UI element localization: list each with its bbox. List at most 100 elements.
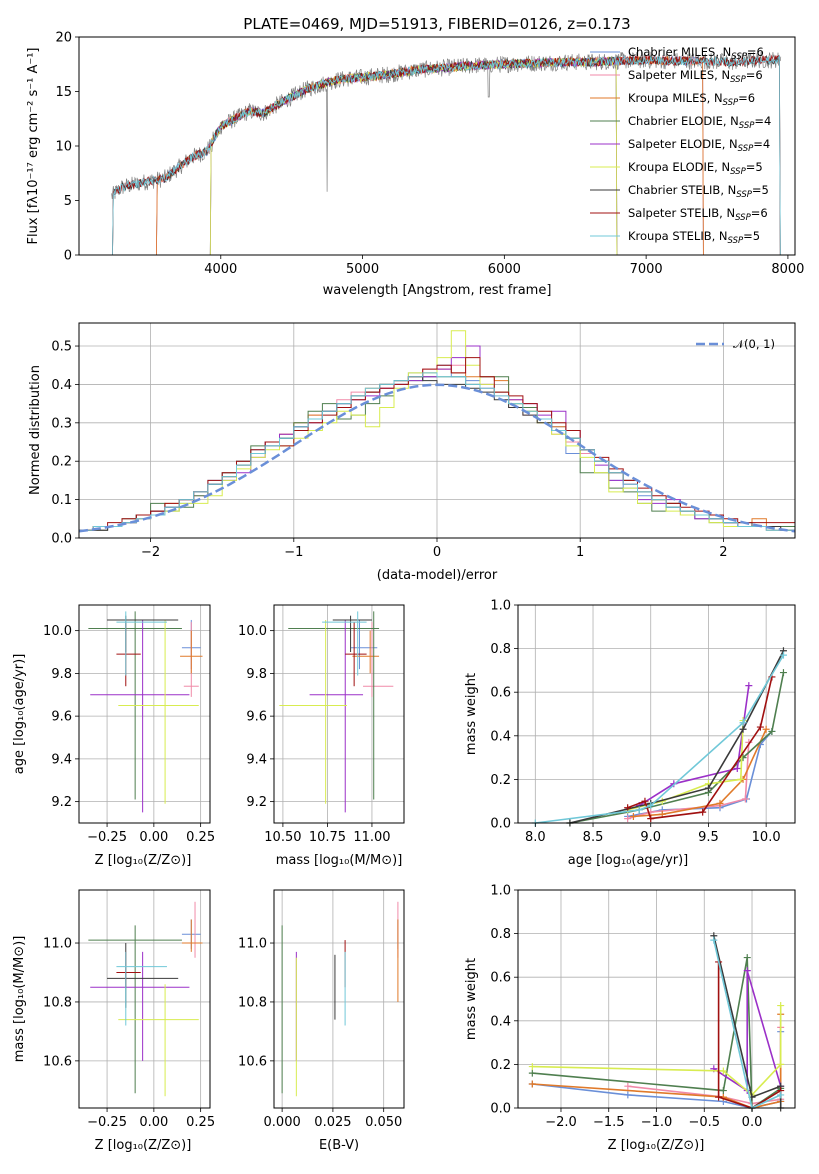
weight_vs_Z-marker-chabrier-elodie xyxy=(743,954,751,962)
age_vs_Z-ytick-label: 9.8 xyxy=(51,667,72,682)
mass-weight-vs-age-xlabel: age [log₁₀(age/yr)] xyxy=(568,853,689,868)
residuals-xtick-label: 1 xyxy=(576,545,584,560)
mass-vs-reddening-errorbars xyxy=(281,901,399,1097)
weight_vs_age-ytick-label: 0.8 xyxy=(490,642,511,657)
weight_vs_age-marker-salpeter-elodie xyxy=(745,682,753,690)
age-vs-metallicity-xlabel: Z [log₁₀(Z/Z⊙)] xyxy=(95,853,192,868)
weight_vs_Z-ytick-label: 0.0 xyxy=(490,1102,511,1117)
model-spectrum-kroupa-stelib xyxy=(111,54,781,256)
weight_vs_Z-ytick-label: 1.0 xyxy=(490,884,511,899)
age_vs_Z-xtick-label: 0.00 xyxy=(139,830,168,845)
residuals-xtick-label: −2 xyxy=(141,545,160,560)
normal-legend-label: 𝒩(0, 1) xyxy=(733,337,775,351)
mass-weight-vs-age-ylabel: mass weight xyxy=(464,673,479,755)
weight_vs_Z-ytick-label: 0.4 xyxy=(490,1014,511,1029)
weight_vs_age-marker-chabrier-elodie xyxy=(779,669,787,677)
weight_vs_Z-marker-kroupa-elodie xyxy=(719,1067,727,1075)
weight_vs_Z-marker-chabrier-elodie xyxy=(528,1069,536,1077)
weight_vs_age-xtick-label: 9.0 xyxy=(640,830,661,845)
weight_vs_Z-marker-chabrier-miles xyxy=(624,1091,632,1099)
spectrum-ylabel: Flux [fλ10⁻¹⁷ erg cm⁻² s⁻¹ A⁻¹] xyxy=(26,48,41,245)
spectrum-series-group xyxy=(111,51,782,256)
weight_vs_age-marker-kroupa-miles xyxy=(716,799,724,807)
weight_vs_age-ytick-label: 0.2 xyxy=(490,773,511,788)
age_vs_Z-xtick-label: −0.25 xyxy=(87,830,127,845)
weight_vs_Z-ytick-label: 0.6 xyxy=(490,971,511,986)
weight_vs_Z-marker-kroupa-stelib xyxy=(710,936,718,944)
mass_vs_Z-xtick-label: 0.25 xyxy=(186,1115,215,1130)
weight_vs_age-marker-salpeter-stelib xyxy=(624,804,632,812)
spectrum-xtick-label: 4000 xyxy=(204,262,237,277)
weight_vs_age-marker-kroupa-elodie xyxy=(737,775,745,783)
weight_vs_Z-marker-kroupa-elodie xyxy=(777,1002,785,1010)
weight_vs_Z-marker-salpeter-elodie xyxy=(743,967,751,975)
residuals-ytick-label: 0.3 xyxy=(51,416,72,431)
mass_vs_Z-xtick-label: −0.25 xyxy=(87,1115,127,1130)
age_vs_mass-ytick-label: 10.0 xyxy=(238,624,267,639)
weight_vs_age-marker-salpeter-stelib xyxy=(699,808,707,816)
weight_vs_Z-line-salpeter-elodie xyxy=(713,970,782,1093)
residuals-ytick-label: 0.5 xyxy=(51,340,72,355)
mass-vs-metallicity-errorbars xyxy=(88,901,203,1097)
mass-weight-vs-metallicity-ylabel: mass weight xyxy=(464,958,479,1040)
legend-label-kroupa-stelib: Kroupa STELIB, NSSP=5 xyxy=(628,229,760,246)
weight_vs_age-marker-salpeter-stelib xyxy=(756,723,764,731)
age_vs_Z-ytick-label: 9.4 xyxy=(51,752,72,767)
mass_vs_EBV-ytick-label: 10.8 xyxy=(238,995,267,1010)
weight_vs_age-marker-chabrier-elodie xyxy=(768,727,776,735)
weight_vs_Z-xtick-label: −0.5 xyxy=(688,1115,720,1130)
spectrum-ytick-label: 10 xyxy=(55,140,72,155)
legend-label-salpeter-elodie: Salpeter ELODIE, NSSP=4 xyxy=(628,137,770,154)
legend-label-chabrier-stelib: Chabrier STELIB, NSSP=5 xyxy=(628,183,769,200)
spectrum-title: PLATE=0469, MJD=51913, FIBERID=0126, z=0… xyxy=(243,15,630,33)
weight_vs_age-marker-kroupa-stelib xyxy=(635,806,643,814)
age_vs_Z-ytick-label: 9.2 xyxy=(51,795,72,810)
weight_vs_Z-ytick-label: 0.2 xyxy=(490,1058,511,1073)
weight_vs_age-xtick-label: 10.0 xyxy=(752,830,781,845)
age_vs_mass-ytick-label: 9.8 xyxy=(246,667,267,682)
weight_vs_Z-marker-kroupa-elodie xyxy=(528,1063,536,1071)
residual-histogram-kroupa-stelib xyxy=(79,372,795,531)
weight_vs_Z-marker-kroupa-stelib xyxy=(777,1091,785,1099)
mass_vs_EBV-xtick-label: 0.000 xyxy=(264,1115,301,1130)
weight_vs_Z-marker-kroupa-elodie xyxy=(777,1060,785,1068)
weight_vs_age-marker-chabrier-elodie xyxy=(739,754,747,762)
mass_vs_EBV-xtick-label: 0.050 xyxy=(365,1115,402,1130)
spectrum-panel: PLATE=0469, MJD=51913, FIBERID=0126, z=0… xyxy=(26,15,804,298)
mass-vs-metallicity-ylabel: mass [log₁₀(M/M⊙)] xyxy=(12,936,27,1063)
residuals-ytick-label: 0.4 xyxy=(51,378,72,393)
residuals-ytick-label: 0.0 xyxy=(51,532,72,547)
weight_vs_Z-ytick-label: 0.8 xyxy=(490,927,511,942)
weight_vs_age-line-salpeter-stelib xyxy=(627,676,773,820)
age_vs_Z-ytick-label: 9.6 xyxy=(51,710,72,725)
mass-vs-reddening-panel: 0.000 0.025 0.050 10.6 10.8 11.0 E(B-V) xyxy=(238,889,405,1153)
age_vs_mass-xtick-label: 10.50 xyxy=(264,830,301,845)
age_vs_Z-xtick-label: 0.25 xyxy=(186,830,215,845)
weight_vs_age-marker-kroupa-miles xyxy=(629,812,637,820)
spectrum-ytick-label: 0 xyxy=(64,249,72,264)
residuals-xtick-label: −1 xyxy=(284,545,303,560)
age-vs-metallicity-ylabel: age [log₁₀(age/yr)] xyxy=(12,654,27,775)
weight_vs_age-ytick-label: 0.6 xyxy=(490,686,511,701)
weight_vs_age-marker-salpeter-stelib xyxy=(641,797,649,805)
mass_vs_Z-ytick-label: 10.6 xyxy=(43,1054,72,1069)
residuals-xtick-label: 0 xyxy=(433,545,441,560)
weight_vs_age-ytick-label: 0.4 xyxy=(490,729,511,744)
legend-label-chabrier-miles: Chabrier MILES, NSSP=6 xyxy=(628,45,764,62)
weight_vs_age-marker-salpeter-miles xyxy=(741,795,749,803)
legend-label-salpeter-stelib: Salpeter STELIB, NSSP=6 xyxy=(628,206,768,223)
weight_vs_age-marker-kroupa-stelib xyxy=(779,651,787,659)
age_vs_mass-ytick-label: 9.6 xyxy=(246,710,267,725)
weight_vs_Z-marker-kroupa-miles xyxy=(528,1080,536,1088)
weight_vs_age-ytick-label: 0.0 xyxy=(490,817,511,832)
mass-weight-vs-metallicity-xlabel: Z [log₁₀(Z/Z⊙)] xyxy=(608,1138,705,1153)
age_vs_mass-xtick-label: 10.75 xyxy=(309,830,346,845)
residuals-legend: 𝒩(0, 1) xyxy=(696,337,775,351)
spectrum-xtick-label: 7000 xyxy=(630,262,663,277)
weight_vs_Z-marker-salpeter-stelib xyxy=(715,1093,723,1101)
residuals-ylabel: Normed distribution xyxy=(28,365,43,495)
age-vs-metallicity-errorbars xyxy=(88,611,203,813)
weight_vs_age-marker-salpeter-stelib xyxy=(647,815,655,823)
normal-distribution-curve xyxy=(78,383,796,533)
spectrum-xtick-label: 8000 xyxy=(771,262,804,277)
